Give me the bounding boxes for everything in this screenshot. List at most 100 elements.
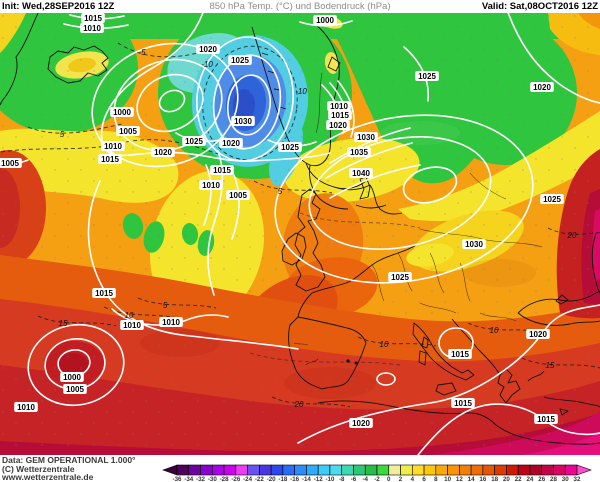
colorbar-cell	[411, 464, 425, 476]
coastlines-part	[317, 400, 600, 445]
colorbar-cell	[564, 464, 578, 476]
colorbar-cell	[247, 464, 260, 476]
colorbar-cell	[259, 464, 272, 476]
isobar-label-text: 1025	[418, 72, 436, 81]
isobar-label-text: 1010	[330, 102, 348, 111]
country-borders-part	[419, 302, 457, 314]
colorbar-cell	[517, 464, 531, 476]
isobar-label: 1015	[98, 154, 122, 164]
isobar-lines-part	[136, 73, 204, 133]
isobar-lines	[0, 6, 600, 456]
colorbar-cell	[447, 464, 460, 476]
isobar-label: 1030	[354, 132, 378, 142]
isobar-label-box	[120, 320, 144, 330]
header-bar: Init: Wed,28SEP2016 12Z 850 hPa Temp. (°…	[0, 0, 600, 13]
colorbar-cell	[270, 464, 284, 476]
colorbar-cell	[329, 464, 343, 476]
colorbar-tick-label: 12	[456, 476, 463, 482]
isobar-label: 1020	[326, 120, 350, 130]
isobar-lines-part	[196, 36, 294, 162]
coastlines-part	[517, 290, 600, 314]
footer-bar: Data: GEM OPERATIONAL 1.000° (C) Wetterz…	[0, 455, 600, 482]
colorbar-tick-label: 20	[503, 476, 510, 482]
coastlines-part	[591, 232, 600, 294]
valid-time-label: Valid: Sat,08OCT2016 12Z	[481, 1, 598, 12]
isobar-label-text: 1030	[234, 117, 252, 126]
isobar-label: 1040	[349, 168, 373, 178]
isotherm-lines-part	[37, 315, 117, 327]
graticule-dots	[0, 13, 600, 455]
chart-title: 850 hPa Temp. (°C) und Bodendruck (hPa)	[209, 1, 391, 12]
isobar-label: 1010	[199, 180, 223, 190]
isobar-label: 1025	[182, 136, 206, 146]
country-borders-part	[293, 342, 319, 366]
isobar-label-box	[354, 132, 378, 142]
coastlines-part	[412, 322, 475, 381]
colorbar-tick-label: 14	[468, 476, 475, 482]
colorbar-tick-label: 22	[515, 476, 522, 482]
coastlines-part	[261, 52, 287, 110]
isobar-label-box	[14, 402, 38, 412]
isobar-label-box	[451, 398, 475, 408]
colorbar-tick-label: 6	[422, 476, 426, 482]
colorbar-cell	[306, 464, 319, 476]
colorbar-tick-label: 2	[399, 476, 403, 482]
colorbar-cell	[235, 464, 248, 476]
isobar-label-box	[313, 15, 337, 25]
isobar-label-box	[81, 13, 105, 23]
isobar-label-text: 1025	[185, 137, 203, 146]
isobar-label-text: 1010	[17, 403, 35, 412]
colorbar-tick-label: -14	[302, 476, 312, 482]
isotherm-label-text: -10	[295, 87, 307, 96]
isobar-label-text: 1015	[213, 166, 231, 175]
isobar-lines-part	[158, 89, 186, 113]
isobar-label: 1015	[92, 288, 116, 298]
isobar-label-text: 1020	[529, 330, 547, 339]
isobar-label-text: 1020	[533, 83, 551, 92]
colorbar-tick-label: 18	[491, 476, 498, 482]
isobar-label-box	[63, 384, 87, 394]
isobar-label-box	[151, 147, 175, 157]
isobar-lines-part	[337, 80, 355, 138]
isobar-label: 1025	[228, 55, 252, 65]
isobar-label-text: 1020	[154, 148, 172, 157]
isobar-label: 1035	[347, 147, 371, 157]
isotherm-label-text: -10	[201, 60, 213, 69]
isobar-label-box	[210, 165, 234, 175]
isobar-label-box	[101, 141, 125, 151]
isobar-label: 1000	[60, 372, 84, 382]
isobar-label-box	[388, 272, 412, 282]
colorbar-cell	[470, 464, 484, 476]
isobar-lines-part	[329, 164, 421, 199]
colorbar-tick-label: 32	[574, 476, 581, 482]
colorbar-cell	[341, 464, 354, 476]
coastlines-part	[333, 184, 371, 191]
isobar-label-text: 1005	[229, 191, 247, 200]
isobar-label-box	[540, 194, 564, 204]
isotherm-lines-part	[271, 396, 351, 408]
isotherm-label-text: -5	[138, 48, 146, 57]
isobar-label: 1015	[448, 349, 472, 359]
temperature-colorbar: -36 -34 -32 -30 -28 -26 -24 -22 -20 -18 -16 -14 -12-…	[162, 464, 592, 482]
isobar-label: 1010	[159, 317, 183, 327]
colorbar-tick-label: -22	[255, 476, 265, 482]
coastlines-part	[0, 12, 39, 106]
coastlines-part	[288, 316, 367, 390]
colorbar-cell	[435, 464, 448, 476]
data-source-label: Data: GEM OPERATIONAL 1.000°	[2, 455, 136, 465]
colorbar-cell	[388, 464, 401, 476]
colorbar-tick-label: 0	[387, 476, 391, 482]
isobar-lines-part	[308, 136, 492, 250]
colorbar-cell	[200, 464, 213, 476]
isobar-label-text: 1010	[123, 321, 141, 330]
isobar-label-box	[349, 168, 373, 178]
isotherm-lines-part	[249, 352, 401, 366]
isobar-label-box	[326, 120, 350, 130]
isobar-label-text: 1010	[83, 24, 101, 33]
isotherm-lines-part	[357, 336, 437, 347]
isobar-label-text: 1015	[537, 415, 555, 424]
colorbar-tick-label: -36	[173, 476, 183, 482]
isobar-lines-part	[505, 6, 600, 104]
isobar-label-text: 1005	[1, 159, 19, 168]
